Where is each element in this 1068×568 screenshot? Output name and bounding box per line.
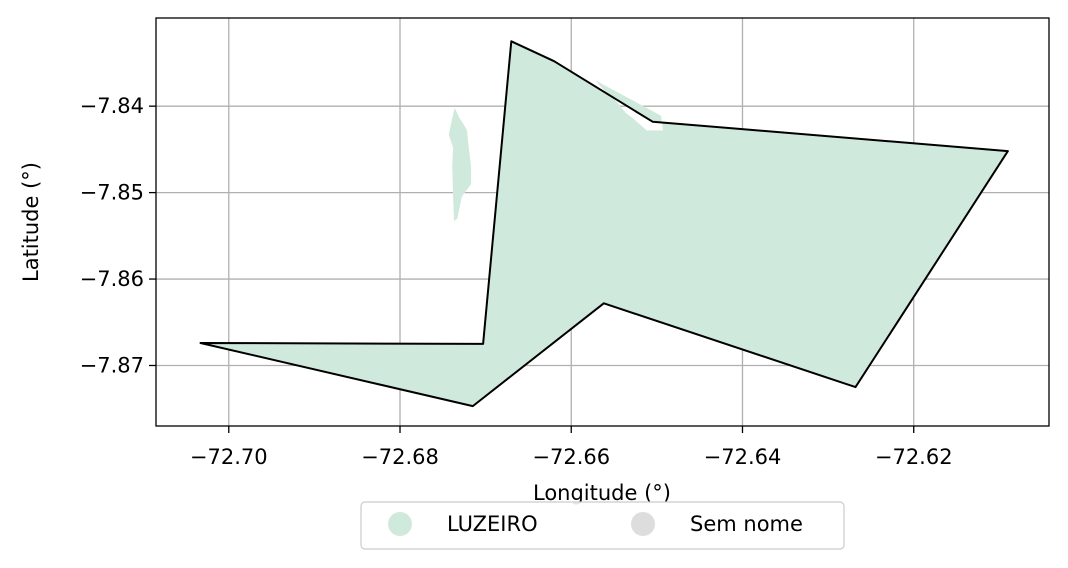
region-luzeiro-outline <box>199 40 1009 408</box>
legend: LUZEIRO Sem nome <box>360 501 845 550</box>
x-tick-label: −72.64 <box>704 445 782 469</box>
y-tick-label: −7.84 <box>80 94 144 118</box>
x-tick-label: −72.68 <box>361 445 439 469</box>
legend-label-sem-nome: Sem nome <box>690 512 803 536</box>
x-tick-label: −72.62 <box>875 445 953 469</box>
plot-frame <box>155 17 1050 427</box>
region-luzeiro <box>200 41 1008 407</box>
y-tick-label: −7.87 <box>80 353 144 377</box>
x-tick-label: −72.66 <box>532 445 610 469</box>
legend-box <box>360 501 845 550</box>
y-tick-label: −7.86 <box>80 267 144 291</box>
y-tick-label: −7.85 <box>80 181 144 205</box>
legend-label-luzeiro: LUZEIRO <box>447 512 538 536</box>
y-axis-title: Latitude (°) <box>19 162 43 282</box>
ticks: −72.70 −72.68 −72.66 −72.64 −72.62 −7.84 −7.85… <box>80 94 953 469</box>
x-axis-title: Longitude (°) <box>533 481 671 505</box>
x-tick-label: −72.70 <box>190 445 268 469</box>
regions <box>199 40 1009 408</box>
legend-marker-luzeiro <box>388 512 412 536</box>
legend-marker-sem-nome <box>631 512 655 536</box>
